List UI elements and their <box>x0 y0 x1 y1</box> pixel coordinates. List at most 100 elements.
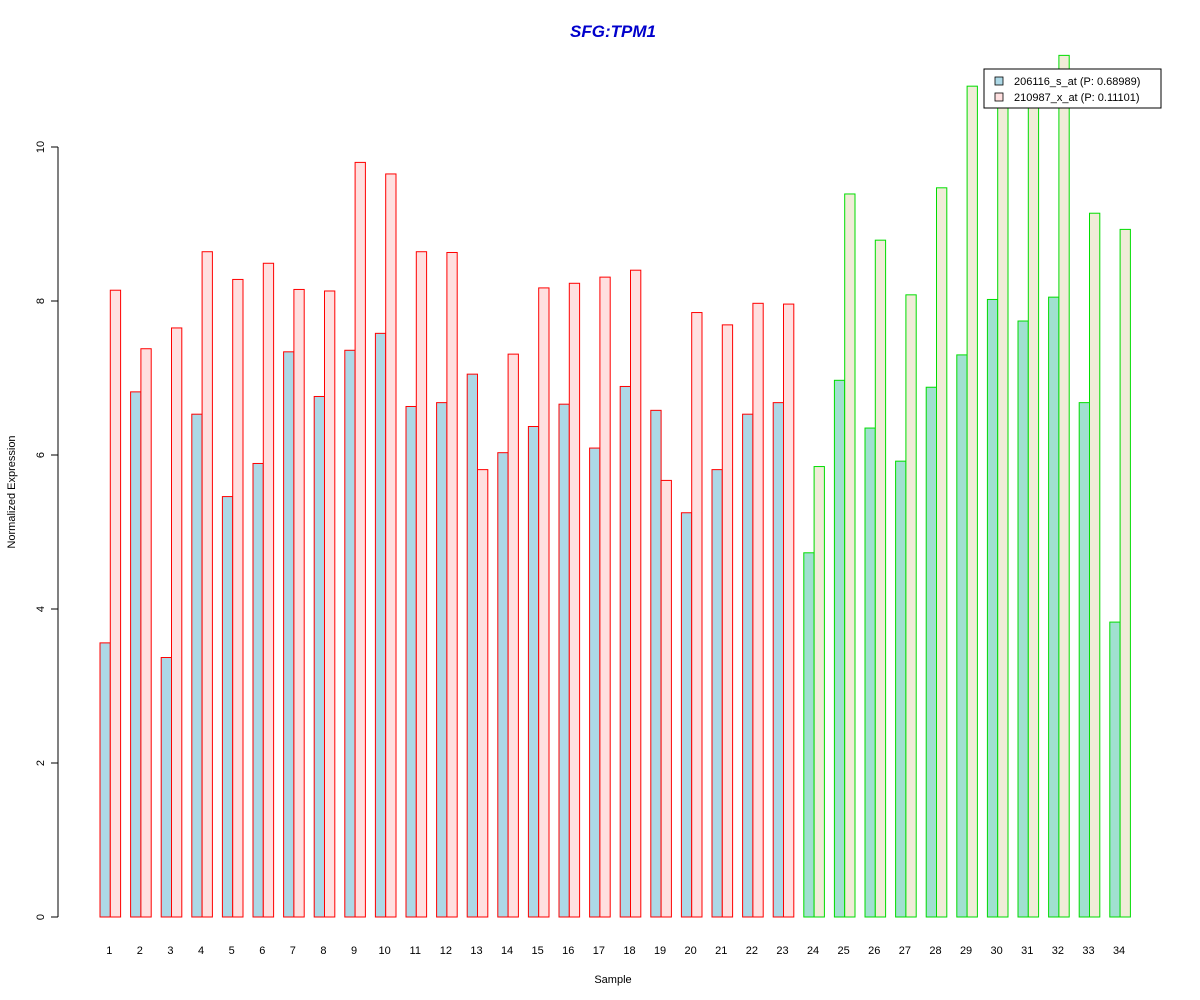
legend: 206116_s_at (P: 0.68989) 210987_x_at (P:… <box>983 68 1162 109</box>
bar-series-2 <box>201 251 213 918</box>
bar-series-2 <box>691 312 703 918</box>
bar-series-2 <box>446 251 458 918</box>
bar-series-2 <box>538 287 550 918</box>
bar-series-2 <box>783 303 795 918</box>
x-tick-label: 20 <box>685 945 697 957</box>
x-tick-label: 29 <box>960 945 972 957</box>
bar-series-1 <box>589 447 601 918</box>
bar-series-1 <box>130 391 142 918</box>
bar-series-2 <box>232 278 244 918</box>
bar-series-2 <box>813 466 825 918</box>
bar-series-1 <box>711 469 723 918</box>
bar-series-1 <box>1078 402 1090 918</box>
bar-series-1 <box>466 373 479 918</box>
bar-series-2 <box>1027 98 1040 918</box>
bar-series-1 <box>956 354 968 918</box>
x-tick-label: 23 <box>776 945 788 957</box>
bar-series-2 <box>507 353 519 918</box>
bar-series-2 <box>936 187 948 918</box>
bar-series-1 <box>283 351 295 918</box>
x-axis-tick-labels: 1 2 3 4 5 6 7 8 9 10 11 12 13 14 15 16 17 18 19 20 21 22 23 24 2… <box>106 945 1125 957</box>
bar-series-2 <box>1089 212 1101 918</box>
x-tick-label: 8 <box>320 945 326 957</box>
bar-series-1 <box>160 657 172 918</box>
x-tick-label: 6 <box>259 945 265 957</box>
bar-series-1 <box>191 413 203 918</box>
x-tick-label: 1 <box>106 945 112 957</box>
bar-series-2 <box>568 282 581 918</box>
x-tick-label: 27 <box>899 945 911 957</box>
x-tick-label: 11 <box>410 945 421 957</box>
bar-series-2 <box>354 161 366 918</box>
x-tick-label: 5 <box>229 945 235 957</box>
x-tick-label: 33 <box>1082 945 1094 957</box>
bar-series-2 <box>385 173 397 918</box>
x-tick-label: 13 <box>470 945 482 957</box>
x-tick-label: 32 <box>1052 945 1064 957</box>
y-tick-label: 4 <box>35 606 47 612</box>
bar-series-1 <box>1048 296 1060 918</box>
bar-series-2 <box>599 276 611 918</box>
bar-series-2 <box>966 85 978 918</box>
x-tick-label: 17 <box>593 945 605 957</box>
chart-title: SFG:TPM1 <box>570 22 656 41</box>
y-tick-label: 2 <box>35 760 47 766</box>
bar-series-1 <box>895 460 907 918</box>
x-tick-label: 15 <box>532 945 544 957</box>
bar-series-2 <box>874 239 887 918</box>
legend-box <box>983 68 1162 109</box>
bar-series-2 <box>1058 54 1070 918</box>
y-tick-label: 6 <box>35 452 47 458</box>
bar-series-2 <box>415 251 428 918</box>
bar-series-1 <box>252 462 264 918</box>
bar-series-1 <box>558 403 570 918</box>
x-tick-label: 24 <box>807 945 819 957</box>
x-tick-label: 26 <box>868 945 880 957</box>
bar-series-2 <box>293 288 305 918</box>
x-tick-label: 28 <box>929 945 941 957</box>
x-axis-label: Sample <box>594 974 631 986</box>
legend-label-series-2: 210987_x_at (P: 0.11101) <box>1014 92 1140 104</box>
bar-series-1 <box>497 452 509 918</box>
x-tick-label: 16 <box>562 945 574 957</box>
x-tick-label: 10 <box>379 945 391 957</box>
bar-series-2 <box>721 324 734 918</box>
bar-series-1 <box>1109 621 1121 918</box>
bar-series-1 <box>680 512 693 918</box>
y-tick-label: 8 <box>35 298 47 304</box>
bar-series-2 <box>630 269 642 918</box>
bar-series-2 <box>477 469 489 918</box>
x-tick-label: 7 <box>290 945 296 957</box>
x-tick-label: 21 <box>715 945 727 957</box>
bar-series-2 <box>997 92 1009 918</box>
x-tick-label: 4 <box>198 945 204 957</box>
bar-series-1 <box>772 402 785 918</box>
bar-series-1 <box>405 405 417 918</box>
x-tick-label: 30 <box>991 945 1003 957</box>
bar-series-2 <box>171 327 183 918</box>
bar-series-1 <box>221 496 234 918</box>
x-tick-label: 3 <box>167 945 173 957</box>
bar-series-1 <box>99 642 111 918</box>
bar-series-1 <box>986 298 999 918</box>
x-tick-label: 14 <box>501 945 513 957</box>
bar-series-1 <box>925 386 938 918</box>
bar-series-2 <box>324 290 336 918</box>
y-tick-label: 10 <box>35 141 47 153</box>
bar-series-1 <box>344 349 356 918</box>
x-tick-label: 9 <box>351 945 357 957</box>
bar-series-2 <box>660 479 672 918</box>
x-tick-label: 22 <box>746 945 758 957</box>
x-tick-label: 25 <box>838 945 850 957</box>
bar-series-1 <box>619 385 632 918</box>
x-tick-label: 2 <box>137 945 143 957</box>
bar-series-2 <box>752 302 764 918</box>
bar-series-1 <box>833 379 846 918</box>
legend-swatch-series-2 <box>994 92 1004 102</box>
bar-series-1 <box>864 427 876 918</box>
bar-series-1 <box>650 409 662 918</box>
bar-series-2 <box>905 294 917 918</box>
y-axis: 0 2 4 6 8 10 <box>35 141 59 920</box>
x-tick-label: 19 <box>654 945 666 957</box>
x-tick-label: 34 <box>1113 945 1125 957</box>
